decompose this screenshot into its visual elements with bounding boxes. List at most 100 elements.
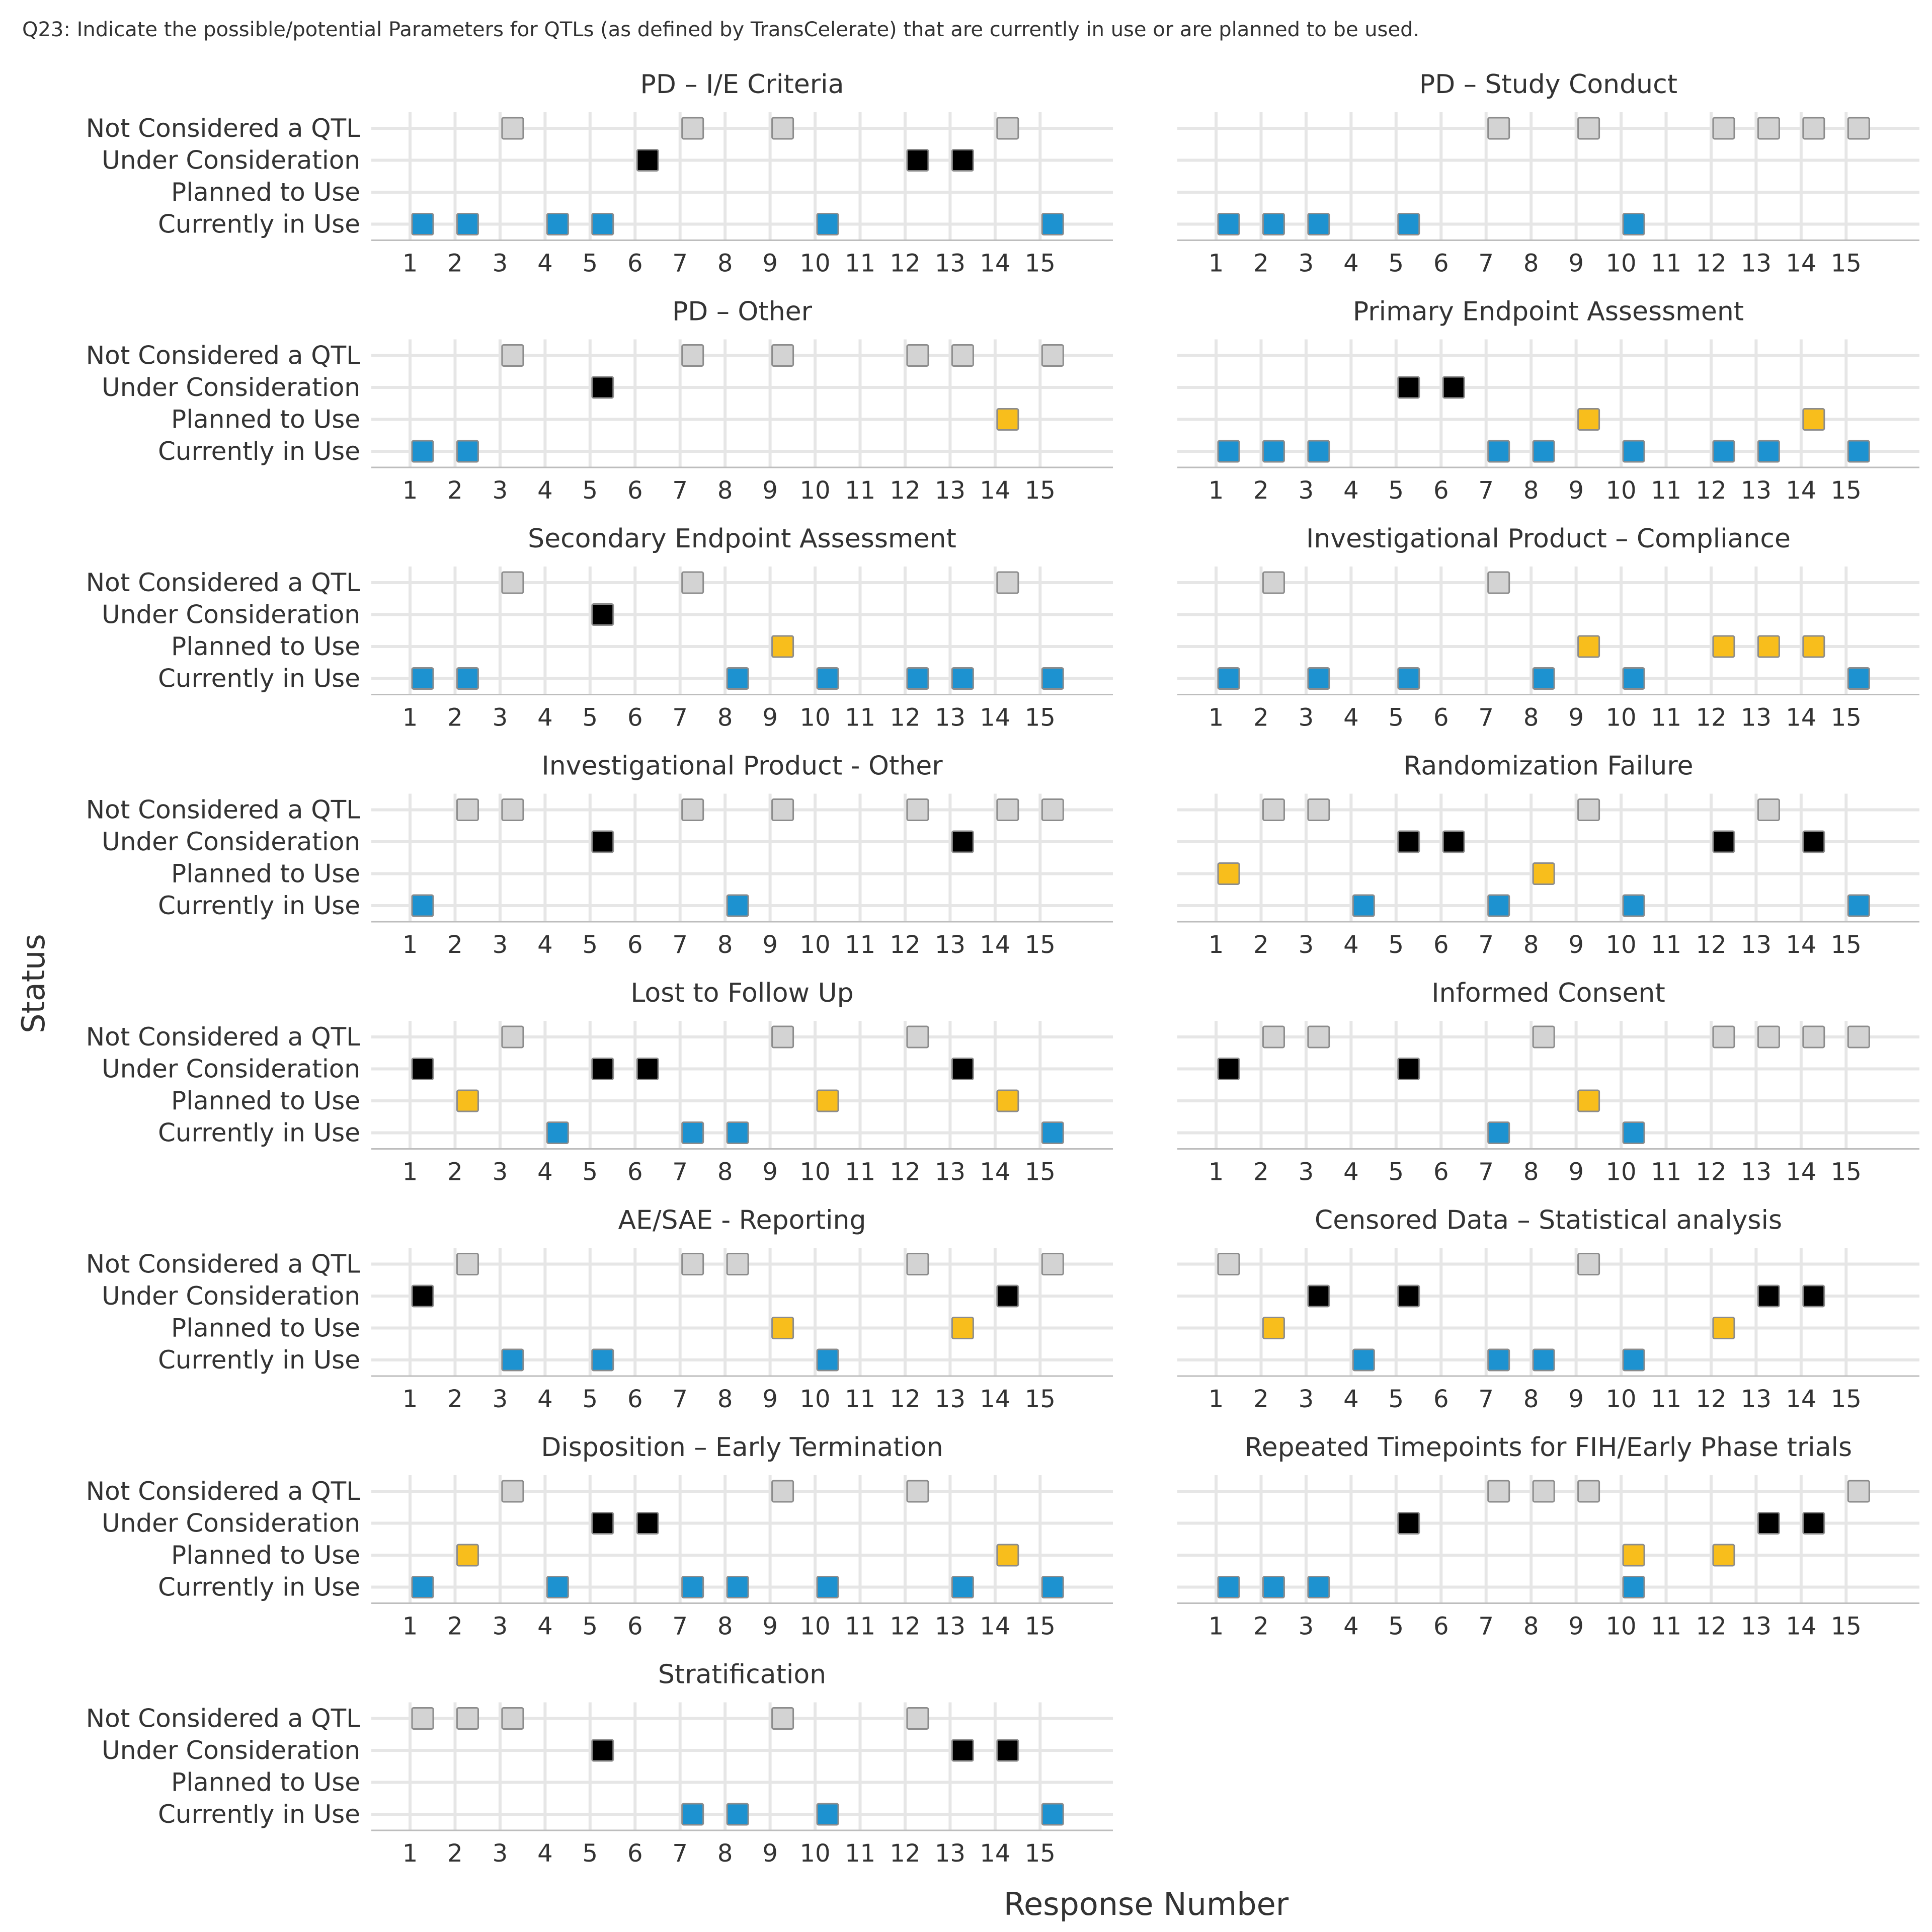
x-tick-label: 4 — [1343, 931, 1359, 959]
x-tick-label: 13 — [935, 704, 965, 732]
data-point — [501, 344, 524, 367]
data-point — [456, 667, 479, 690]
x-tick-label: 6 — [627, 931, 643, 959]
x-tick-label: 3 — [493, 250, 508, 278]
x-tick-label: 13 — [935, 250, 965, 278]
x-tick-label: 4 — [537, 1158, 553, 1186]
x-tick-label: 5 — [583, 1839, 598, 1868]
x-tick-label: 6 — [1433, 931, 1449, 959]
x-tick-label: 2 — [447, 250, 463, 278]
data-point — [501, 571, 524, 594]
data-point — [1802, 1512, 1825, 1535]
data-point — [996, 408, 1019, 431]
data-point — [411, 1576, 434, 1598]
data-point — [771, 635, 794, 658]
y-category-label: Not Considered a QTL — [86, 1250, 360, 1279]
x-tick-label: 4 — [537, 1613, 553, 1641]
x-tick-label: 3 — [493, 1158, 508, 1186]
x-tick-label: 11 — [1651, 1385, 1681, 1413]
x-tick-label: 14 — [980, 1385, 1010, 1413]
x-tick-label: 10 — [1606, 704, 1637, 732]
y-category-label: Not Considered a QTL — [86, 1704, 360, 1733]
x-tick-label: 11 — [845, 250, 875, 278]
data-point — [771, 1480, 794, 1503]
x-tick-label: 15 — [1025, 250, 1056, 278]
x-tick-label: 6 — [1433, 1613, 1449, 1641]
x-tick-label: 12 — [1696, 250, 1726, 278]
x-tick-label: 5 — [583, 931, 598, 959]
x-tick-label: 13 — [935, 1839, 965, 1868]
x-tick-label: 8 — [1523, 250, 1539, 278]
x-tick-label: 3 — [493, 1385, 508, 1413]
data-point — [1712, 830, 1735, 853]
data-point — [636, 149, 659, 172]
data-point — [546, 1576, 569, 1598]
data-point — [1041, 798, 1064, 821]
data-point — [546, 213, 569, 235]
data-point — [816, 667, 839, 690]
x-tick-label: 13 — [1741, 704, 1772, 732]
x-tick-label: 5 — [583, 250, 598, 278]
x-tick-label: 4 — [537, 704, 553, 732]
x-tick-label: 13 — [1741, 1158, 1772, 1186]
data-point — [1217, 440, 1240, 463]
x-tick-label: 2 — [1253, 931, 1269, 959]
data-point — [726, 1253, 749, 1275]
x-tick-label: 15 — [1831, 704, 1862, 732]
data-point — [1532, 1480, 1555, 1503]
panel-title: Disposition – Early Termination — [541, 1432, 943, 1463]
x-tick-label: 8 — [717, 476, 733, 505]
data-point — [411, 667, 434, 690]
data-point — [726, 1576, 749, 1598]
data-point — [1487, 1480, 1510, 1503]
x-tick-label: 4 — [537, 931, 553, 959]
x-tick-label: 8 — [1523, 931, 1539, 959]
panel-title: Randomization Failure — [1403, 751, 1693, 781]
data-point — [1487, 117, 1510, 140]
data-point — [1577, 117, 1600, 140]
x-tick-label: 4 — [1343, 250, 1359, 278]
x-tick-label: 8 — [717, 931, 733, 959]
data-point — [1622, 667, 1645, 690]
x-tick-label: 2 — [447, 476, 463, 505]
x-tick-label: 11 — [845, 1839, 875, 1868]
panel-title: Investigational Product – Compliance — [1306, 524, 1791, 554]
data-point — [1397, 830, 1420, 853]
x-tick-label: 13 — [1741, 1613, 1772, 1641]
x-tick-label: 13 — [935, 1613, 965, 1641]
panel-title: Lost to Follow Up — [630, 978, 853, 1008]
x-tick-label: 10 — [1606, 1158, 1637, 1186]
x-tick-label: 6 — [627, 1839, 643, 1868]
data-point — [1847, 667, 1870, 690]
x-tick-label: 9 — [1568, 476, 1584, 505]
x-tick-label: 12 — [1696, 1385, 1726, 1413]
data-point — [1442, 830, 1465, 853]
x-tick-label: 5 — [1389, 931, 1404, 959]
data-point — [996, 117, 1019, 140]
x-tick-label: 8 — [1523, 704, 1539, 732]
data-point — [1802, 408, 1825, 431]
data-point — [1487, 440, 1510, 463]
x-tick-label: 11 — [1651, 250, 1681, 278]
x-tick-label: 1 — [1209, 1385, 1224, 1413]
x-tick-label: 1 — [403, 931, 418, 959]
data-point — [906, 1707, 929, 1730]
y-category-label: Planned to Use — [171, 1768, 360, 1797]
data-point — [1757, 440, 1780, 463]
y-category-label: Under Consideration — [102, 373, 360, 402]
data-point — [591, 1739, 614, 1762]
x-tick-label: 3 — [493, 1839, 508, 1868]
data-point — [951, 830, 974, 853]
x-tick-label: 6 — [627, 1613, 643, 1641]
panel-title: Investigational Product - Other — [541, 751, 943, 781]
data-point — [771, 798, 794, 821]
x-tick-label: 2 — [1253, 1613, 1269, 1641]
x-tick-label: 12 — [890, 1839, 920, 1868]
x-tick-label: 8 — [1523, 1158, 1539, 1186]
x-tick-label: 4 — [537, 1385, 553, 1413]
data-point — [1397, 376, 1420, 399]
x-tick-label: 15 — [1025, 704, 1056, 732]
data-point — [681, 571, 704, 594]
